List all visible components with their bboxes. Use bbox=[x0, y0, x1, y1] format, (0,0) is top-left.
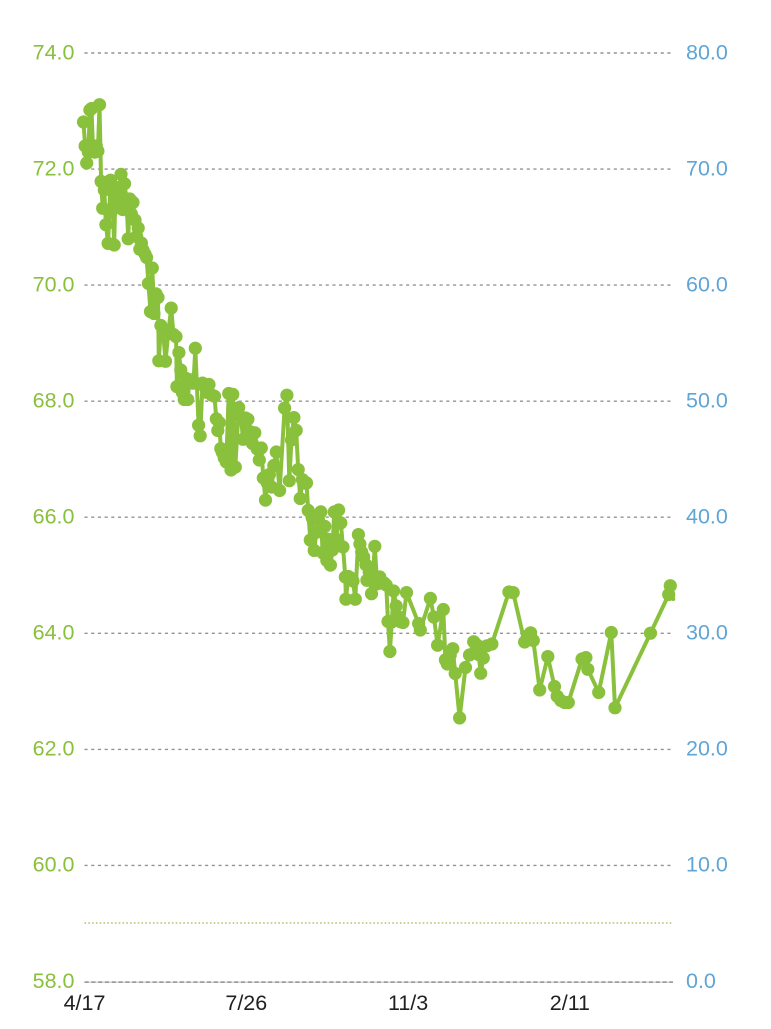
svg-text:74.0: 74.0 bbox=[33, 40, 75, 64]
svg-text:30.0: 30.0 bbox=[686, 621, 728, 645]
svg-text:68.0: 68.0 bbox=[33, 389, 75, 413]
svg-text:40.0: 40.0 bbox=[686, 505, 728, 529]
svg-text:7/26: 7/26 bbox=[225, 991, 267, 1015]
svg-text:72.0: 72.0 bbox=[33, 156, 75, 180]
svg-text:20.0: 20.0 bbox=[686, 737, 728, 761]
svg-text:80.0: 80.0 bbox=[686, 40, 728, 64]
svg-text:4/17: 4/17 bbox=[64, 991, 106, 1015]
svg-text:50.0: 50.0 bbox=[686, 389, 728, 413]
svg-text:60.0: 60.0 bbox=[33, 853, 75, 877]
svg-text:64.0: 64.0 bbox=[33, 621, 75, 645]
svg-text:62.0: 62.0 bbox=[33, 737, 75, 761]
svg-text:2/11: 2/11 bbox=[550, 991, 590, 1015]
svg-text:0.0: 0.0 bbox=[686, 969, 716, 993]
svg-text:11/3: 11/3 bbox=[388, 991, 428, 1015]
svg-text:70.0: 70.0 bbox=[686, 156, 728, 180]
svg-text:70.0: 70.0 bbox=[33, 272, 75, 296]
svg-text:58.0: 58.0 bbox=[33, 969, 75, 993]
svg-text:60.0: 60.0 bbox=[686, 272, 728, 296]
svg-text:66.0: 66.0 bbox=[33, 505, 75, 529]
svg-text:10.0: 10.0 bbox=[686, 853, 728, 877]
